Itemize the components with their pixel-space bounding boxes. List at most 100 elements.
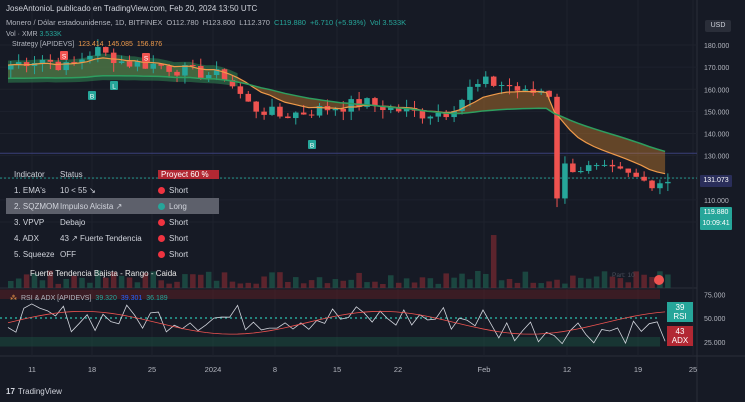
short-marker-label: S	[62, 54, 67, 61]
volume-bar	[443, 273, 449, 288]
candle-body	[39, 59, 46, 64]
volume-bar	[229, 281, 236, 288]
candle-body	[483, 76, 489, 84]
candle-body	[490, 76, 497, 86]
rsi-legend[interactable]: ⁂ RSI & ADX [APIDEVS] 39.320 39.301 36.1…	[10, 294, 168, 303]
row-signal: Long	[158, 202, 219, 211]
ohlc-close: C119.880	[273, 18, 306, 27]
rsi-value-2: 39.301	[120, 294, 143, 302]
short-marker-label-bg	[142, 53, 150, 62]
short-marker-label: S	[144, 56, 149, 63]
signal-dot-icon	[158, 234, 165, 242]
candle-countdown: 10:09:41	[700, 218, 732, 230]
volume-bar	[134, 282, 141, 288]
candle-body	[142, 61, 149, 69]
ohlc-high: H123.800	[202, 18, 236, 27]
tradingview-logo[interactable]: 17 TradingView	[6, 387, 62, 396]
candle-body	[633, 172, 639, 177]
candle-body	[585, 165, 592, 171]
volume-bar	[641, 274, 647, 288]
volume-bar	[293, 277, 299, 288]
watermark-text: Part: 10	[612, 272, 635, 279]
volume-bar	[380, 283, 386, 288]
candle-body	[657, 183, 663, 189]
volume-bar	[483, 273, 489, 288]
rsi-badge: 39 RSI	[667, 302, 693, 322]
candle-body	[617, 166, 624, 169]
price-tick-label: 140.000	[704, 132, 729, 139]
volume-bar	[570, 275, 576, 288]
adx-badge-value: 43	[675, 327, 685, 336]
candle-body	[190, 65, 196, 67]
signal-dot-icon	[158, 202, 165, 210]
candle-body	[665, 181, 671, 184]
candle-body	[554, 96, 560, 199]
volume-bar	[166, 283, 172, 288]
candle-body	[213, 69, 220, 76]
symbol-name[interactable]: Monero / Dólar estadounidense, 1D, BITFI…	[6, 18, 163, 27]
row-status: 10 < 55 ↘	[60, 185, 96, 195]
volume-bar	[554, 279, 560, 288]
volume-bar	[348, 279, 354, 288]
candle-body	[625, 168, 632, 173]
volume-bar	[253, 283, 259, 288]
rsi-tick-label: 25.000	[704, 340, 726, 347]
volume-bar	[340, 280, 347, 288]
candle-body	[198, 65, 204, 79]
candle-body	[15, 62, 22, 66]
volume-bar	[475, 270, 481, 288]
row-status: OFF	[60, 249, 76, 259]
volume-bar	[372, 281, 378, 288]
candle-body	[332, 108, 339, 111]
candle-body	[435, 112, 442, 117]
candle-body	[63, 62, 69, 71]
candle-body	[79, 59, 85, 63]
row-indicator: 4. ADX	[14, 233, 39, 243]
candle-body	[395, 107, 402, 112]
candle-body	[546, 90, 552, 97]
adx-badge: 43 ADX	[667, 326, 693, 346]
volume-bar	[649, 277, 655, 288]
volume-bar	[601, 271, 608, 288]
strategy-legend[interactable]: Strategy [APIDEVS] 123.414 145.085 156.8…	[12, 41, 162, 48]
time-tick-label: 8	[273, 365, 277, 374]
header-indicator: Indicator	[14, 169, 45, 179]
volume-legend[interactable]: Vol · XMR 3.533K	[6, 31, 62, 38]
candle-body	[87, 55, 93, 60]
volume-bar	[245, 282, 252, 288]
tradingview-brand: TradingView	[17, 387, 62, 396]
volume-bar	[609, 276, 616, 288]
time-tick-label: Feb	[478, 365, 491, 374]
candle-body	[237, 86, 244, 94]
volume-bar	[585, 278, 592, 288]
candle-body	[475, 83, 481, 87]
candle-body	[609, 164, 616, 167]
candle-body	[308, 114, 315, 116]
time-tick-label: 11	[28, 365, 36, 374]
volume-bar	[593, 276, 600, 288]
row-indicator: 1. EMA's	[14, 185, 46, 195]
row-signal: Short	[158, 186, 219, 195]
volume-bar	[633, 271, 639, 288]
current-price-tag: 119.880	[700, 207, 732, 219]
signal-label: Short	[169, 249, 189, 259]
volume-bar	[277, 272, 283, 288]
table-header: Indicator Status Proyect 60 %	[6, 166, 219, 182]
candle-body	[380, 105, 386, 111]
buy-marker-label: B	[310, 143, 314, 150]
candle-body	[269, 106, 275, 115]
rsi-overbought-zone	[0, 289, 660, 299]
candle-body	[293, 112, 299, 119]
candle-body	[459, 99, 465, 112]
candle-body	[356, 99, 362, 107]
volume-bar	[332, 279, 339, 288]
volume-bar	[55, 283, 62, 288]
volume-bar	[237, 283, 244, 288]
time-tick-label: 18	[88, 365, 96, 374]
indicator-settings-icon[interactable]: ⁂	[10, 295, 17, 302]
currency-selector[interactable]: USD	[705, 20, 731, 32]
candle-body	[110, 52, 117, 64]
volume-bar	[467, 279, 473, 288]
